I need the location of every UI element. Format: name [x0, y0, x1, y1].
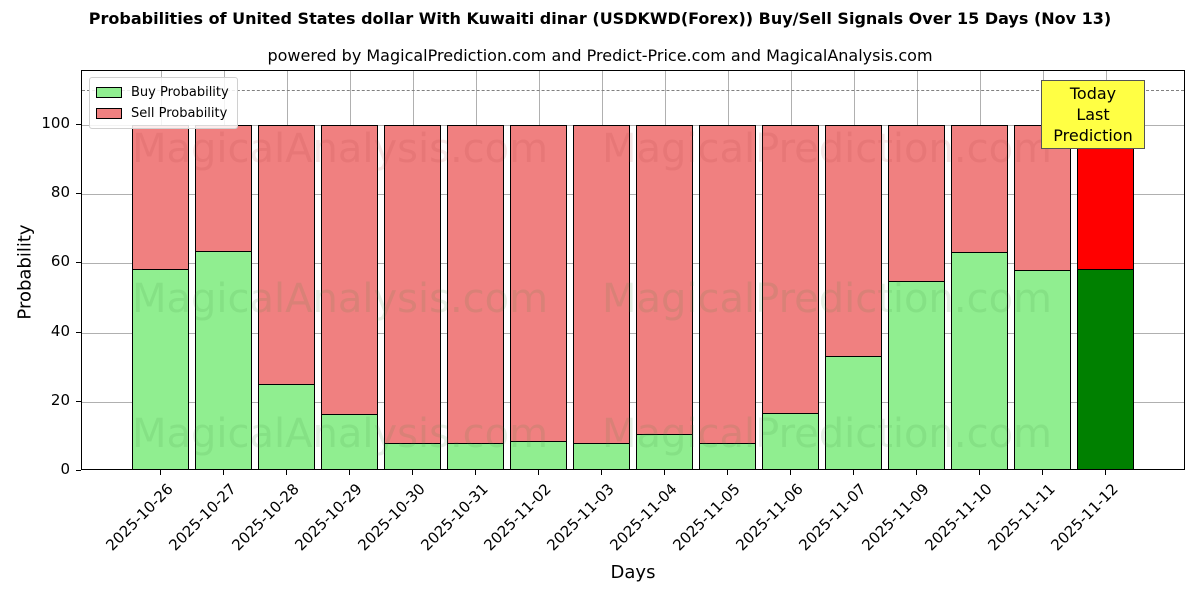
y-axis-label: Probability — [14, 224, 36, 320]
y-tick-mark — [76, 123, 81, 125]
buy-bar — [573, 443, 630, 469]
sell-bar — [510, 124, 567, 442]
plot-area: MagicalAnalysis.comMagicalPrediction.com… — [81, 70, 1185, 470]
gridline-horizontal — [82, 401, 1184, 403]
x-tick-mark — [348, 470, 350, 475]
sell-bar — [321, 124, 378, 415]
sell-bar — [384, 124, 441, 445]
buy-bar — [510, 440, 567, 469]
today-annotation: Today Last Prediction — [1041, 80, 1145, 149]
legend: Buy Probability Sell Probability — [89, 77, 238, 129]
x-tick-mark — [1104, 470, 1106, 475]
x-tick-mark — [411, 470, 413, 475]
legend-sell-label: Sell Probability — [131, 106, 228, 121]
buy-bar — [195, 250, 252, 469]
y-tick-mark — [76, 470, 81, 471]
sell-swatch-icon — [96, 108, 122, 119]
y-tick-label: 0 — [60, 460, 70, 478]
sell-bar — [888, 124, 945, 283]
sell-bar — [762, 124, 819, 415]
gridline-horizontal — [82, 263, 1184, 265]
x-tick-mark — [285, 470, 287, 475]
gridline-horizontal — [82, 332, 1184, 334]
sell-bar — [636, 124, 693, 435]
x-tick-mark — [1041, 470, 1043, 475]
buy-bar — [132, 268, 189, 469]
x-tick-mark — [915, 470, 917, 475]
sell-bar — [132, 124, 189, 270]
sell-bar — [951, 124, 1008, 253]
buy-bar — [1077, 268, 1134, 469]
x-tick-mark — [600, 470, 602, 475]
x-axis-label: Days — [610, 562, 656, 583]
x-tick-mark — [789, 470, 791, 475]
y-tick-label: 20 — [50, 390, 70, 409]
buy-bar — [258, 384, 315, 469]
legend-item-buy: Buy Probability — [96, 82, 229, 103]
x-tick-mark — [978, 470, 980, 475]
gridline-horizontal — [82, 124, 1184, 126]
buy-bar — [762, 413, 819, 469]
annotation-line-1: Today — [1069, 84, 1117, 103]
x-tick-mark — [852, 470, 854, 475]
sell-bar — [258, 124, 315, 386]
sell-bar — [195, 124, 252, 252]
sell-bar — [447, 124, 504, 445]
x-tick-mark — [159, 470, 161, 475]
x-tick-mark — [537, 470, 539, 475]
buy-bar — [888, 281, 945, 469]
y-tick-mark — [76, 400, 81, 402]
buy-swatch-icon — [96, 87, 122, 98]
y-tick-label: 80 — [50, 183, 70, 202]
buy-bar — [321, 413, 378, 469]
x-tick-mark — [663, 470, 665, 475]
buy-bar — [1014, 269, 1071, 469]
buy-bar — [384, 443, 441, 469]
sell-bar — [825, 124, 882, 357]
buy-bar — [699, 443, 756, 469]
y-tick-mark — [76, 331, 81, 333]
y-tick-label: 60 — [50, 252, 70, 271]
y-tick-mark — [76, 262, 81, 264]
x-tick-mark — [726, 470, 728, 475]
sell-bar — [699, 124, 756, 445]
y-tick-label: 100 — [41, 113, 70, 132]
gridline-horizontal — [82, 194, 1184, 196]
buy-bar — [951, 251, 1008, 469]
reference-line — [82, 90, 1184, 92]
sell-bar — [1077, 124, 1134, 270]
chart-title: Probabilities of United States dollar Wi… — [88, 9, 1112, 28]
chart-subtitle: powered by MagicalPrediction.com and Pre… — [267, 46, 933, 65]
buy-bar — [825, 355, 882, 469]
legend-item-sell: Sell Probability — [96, 103, 229, 124]
sell-bar — [573, 124, 630, 445]
annotation-line-2: Last Prediction — [1053, 105, 1133, 145]
x-tick-mark — [222, 470, 224, 475]
y-tick-label: 40 — [50, 321, 70, 340]
buy-bar — [447, 443, 504, 469]
x-tick-mark — [474, 470, 476, 475]
legend-buy-label: Buy Probability — [131, 85, 229, 100]
buy-bar — [636, 433, 693, 469]
y-tick-mark — [76, 193, 81, 195]
